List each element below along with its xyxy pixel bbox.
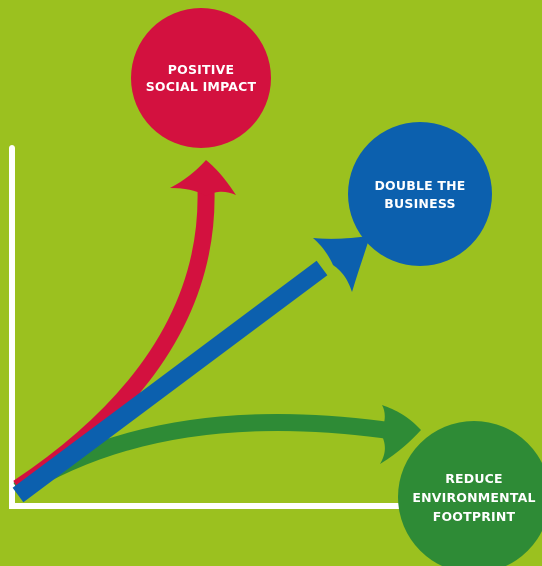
business-arrow	[12, 236, 370, 503]
business-line2: BUSINESS	[384, 196, 455, 211]
social-impact-circle	[131, 8, 271, 148]
environment-line3: FOOTPRINT	[433, 509, 516, 524]
environment-circle	[398, 421, 542, 566]
axes	[9, 145, 411, 509]
environment-line2: ENVIRONMENTAL	[412, 490, 535, 505]
environment-line1: REDUCE	[445, 471, 503, 486]
business-line1: DOUBLE THE	[374, 178, 465, 193]
environment-bubble: REDUCE ENVIRONMENTAL FOOTPRINT	[398, 421, 542, 566]
social-impact-line1: POSITIVE	[168, 62, 234, 77]
business-circle	[348, 122, 492, 266]
social-impact-line2: SOCIAL IMPACT	[146, 79, 257, 94]
social-impact-bubble: POSITIVE SOCIAL IMPACT	[131, 8, 271, 148]
business-bubble: DOUBLE THE BUSINESS	[348, 122, 492, 266]
